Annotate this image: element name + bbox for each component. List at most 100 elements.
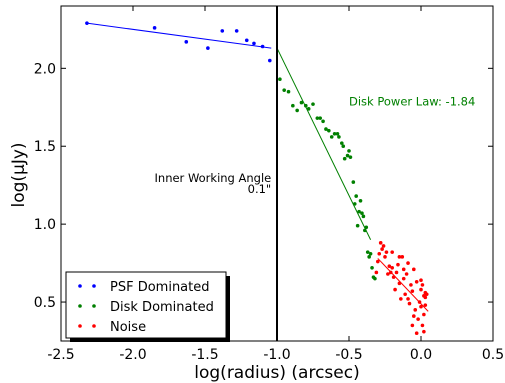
legend-marker-disk-dominated [78, 304, 82, 308]
noise-point [390, 265, 395, 270]
noise-point [412, 314, 416, 318]
noise-point [420, 323, 425, 328]
noise-point [412, 267, 416, 272]
disk-dominated-point [347, 149, 351, 153]
disk-dominated-point [342, 156, 347, 161]
psf-dominated-point [85, 21, 89, 25]
noise-point [394, 270, 399, 275]
noise-point [422, 312, 426, 317]
psf-dominated-point [252, 41, 256, 46]
annotation-1: Inner Working Angle [155, 171, 272, 185]
disk-dominated-point [365, 250, 370, 254]
noise-point [378, 241, 383, 245]
noise-point [422, 329, 426, 334]
noise-point [414, 331, 419, 336]
disk-dominated-point [355, 223, 360, 228]
disk-dominated-point [327, 128, 331, 133]
annotation-0: Disk Power Law: -1.84 [349, 95, 475, 109]
noise-point [401, 276, 406, 281]
noise-point [383, 255, 387, 259]
disk-dominated-point [370, 265, 374, 270]
noise-point [397, 255, 402, 259]
noise-point [374, 270, 379, 275]
noise-point [396, 262, 400, 267]
noise-point [419, 287, 423, 292]
noise-point [390, 250, 395, 254]
disk-dominated-point [340, 141, 344, 145]
disk-dominated-point [363, 228, 367, 233]
legend-marker-disk-dominated [92, 304, 96, 308]
disk-dominated-point [291, 103, 295, 108]
legend-label-noise: Noise [110, 320, 146, 335]
x-tick-label: 0.0 [410, 347, 432, 363]
x-axis-title: log(radius) (arcsec) [194, 363, 359, 383]
noise-point [400, 255, 405, 259]
disk-dominated-point [311, 102, 315, 106]
disk-dominated-point [278, 77, 282, 82]
disk-dominated-point [357, 209, 361, 214]
disk-dominated-point [299, 100, 304, 105]
disk-dominated-fit-line [276, 47, 372, 240]
noise-point [409, 283, 413, 287]
noise-point [410, 289, 415, 293]
disk-dominated-point [345, 153, 350, 158]
disk-dominated-point [373, 276, 377, 281]
noise-point [397, 281, 402, 286]
noise-point [413, 308, 418, 312]
y-tick-label: 1.0 [34, 217, 56, 233]
psf-dominated-point [234, 29, 239, 33]
noise-point [391, 275, 396, 279]
noise-point [384, 250, 389, 254]
disk-dominated-point [286, 89, 291, 94]
noise-point [410, 323, 415, 328]
noise-point [423, 295, 428, 300]
legend-marker-noise [92, 324, 96, 328]
x-tick-label: -1.0 [263, 347, 290, 363]
noise-point [381, 244, 386, 248]
noise-point [403, 292, 407, 297]
disk-dominated-point [351, 180, 356, 184]
noise-point [419, 304, 423, 309]
disk-dominated-point [321, 119, 325, 124]
noise-point [419, 278, 423, 283]
y-tick-label: 2.0 [34, 61, 56, 77]
legend-marker-psf-dominated [78, 284, 82, 288]
noise-point [388, 270, 393, 275]
disk-dominated-point [364, 225, 369, 230]
noise-point [424, 292, 429, 297]
legend: PSF Dominated Disk Dominated Noise [65, 271, 230, 342]
noise-point [406, 297, 410, 301]
x-tick-label: -2.0 [119, 347, 146, 363]
noise-point [416, 317, 420, 321]
noise-point [399, 297, 403, 301]
legend-marker-psf-dominated [92, 284, 96, 288]
x-tick-label: 0.5 [482, 347, 504, 363]
disk-dominated-point [304, 103, 308, 108]
noise-point [423, 303, 428, 307]
disk-dominated-point [361, 214, 366, 219]
disk-dominated-point [329, 135, 334, 139]
psf-dominated-point [244, 38, 249, 43]
noise-point [377, 251, 382, 256]
psf-dominated-point [220, 29, 225, 33]
disk-dominated-point [358, 198, 363, 203]
psf-dominated-point [206, 46, 210, 50]
disk-dominated-point [282, 88, 287, 92]
y-tick-label: 0.5 [34, 295, 56, 311]
disk-dominated-point [335, 131, 340, 136]
psf-dominated-point [260, 44, 265, 49]
disk-dominated-point [360, 211, 364, 216]
disk-dominated-point [295, 108, 299, 113]
disk-dominated-point [341, 144, 346, 149]
legend-label-disk-dominated: Disk Dominated [110, 300, 214, 315]
psf-dominated-point [268, 58, 272, 63]
noise-point [407, 301, 412, 306]
disk-dominated-point [315, 116, 320, 120]
noise-point [387, 264, 392, 269]
disk-dominated-point [306, 107, 311, 111]
psf-dominated-point [152, 26, 157, 30]
x-tick-label: -2.5 [47, 347, 74, 363]
noise-point [401, 267, 406, 272]
noise-point [420, 283, 425, 287]
noise-point [393, 287, 397, 292]
